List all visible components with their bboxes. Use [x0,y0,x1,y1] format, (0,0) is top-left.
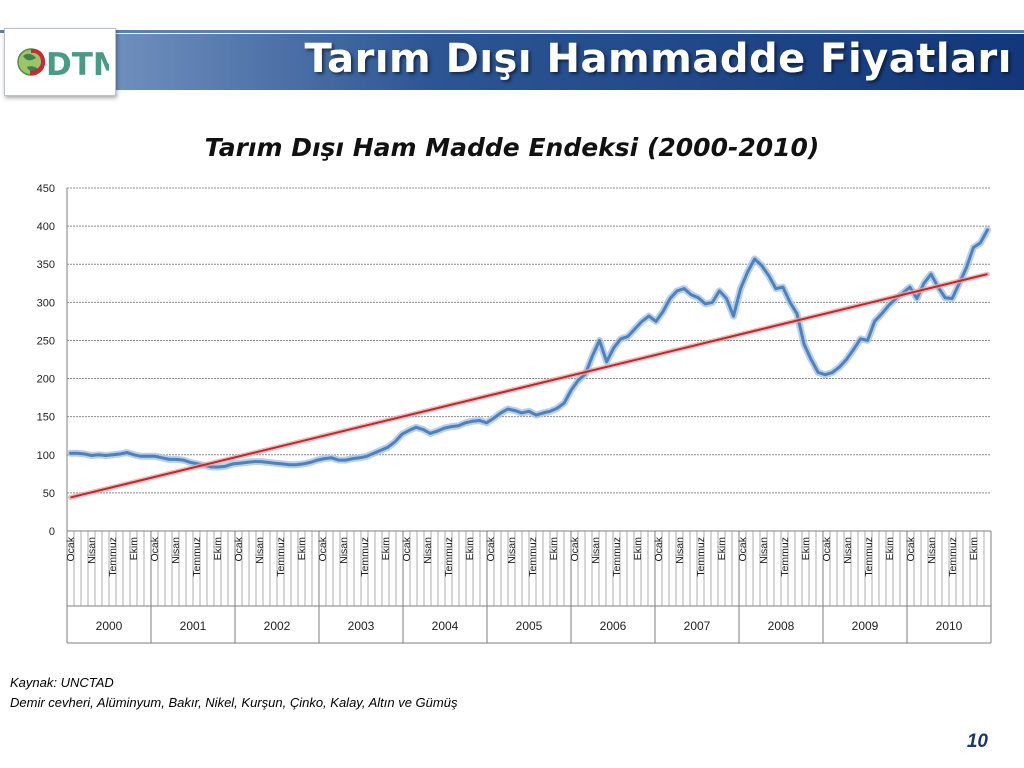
month-label: Ocak [737,536,749,561]
y-tick-label: 450 [37,183,55,195]
top-rule [0,30,1024,33]
month-label: Ekim [128,537,140,561]
month-label: Ocak [569,536,581,561]
year-label: 2001 [180,619,207,633]
source-text: Kaynak: UNCTAD [10,675,114,690]
month-label: Ekim [884,537,896,561]
month-label: Temmuz [695,537,707,577]
y-tick-label: 150 [37,412,55,424]
note-text: Demir cevheri, Alüminyum, Bakır, Nikel, … [10,695,458,710]
month-label: Ekim [212,537,224,561]
year-label: 2006 [600,619,627,633]
month-label: Temmuz [863,537,875,577]
y-tick-label: 250 [37,335,55,347]
series-line [69,228,989,469]
dtm-logo: DTM [4,28,116,96]
month-label: Temmuz [107,537,119,577]
year-label: 2007 [684,619,711,633]
month-label: Nisan [254,537,266,564]
year-label: 2003 [348,619,375,633]
y-tick-label: 350 [37,259,55,271]
month-label: Ocak [653,536,665,561]
month-label: Ekim [464,537,476,561]
y-axis-ticks: 0 50 100 150 200 250 300 350 400 450 [37,183,55,538]
month-label: Ocak [905,536,917,561]
month-label: Ekim [548,537,560,561]
month-label: Temmuz [191,537,203,577]
month-label: Temmuz [611,537,623,577]
month-label: Temmuz [527,537,539,577]
gridlines [66,187,991,532]
y-tick-label: 50 [43,488,55,500]
y-tick-label: 100 [37,450,55,462]
month-label: Nisan [842,537,854,564]
year-label: 2002 [264,619,291,633]
month-label: Ekim [968,537,980,561]
month-label: Nisan [338,537,350,564]
month-label: Temmuz [443,537,455,577]
trend-line [70,273,988,499]
month-label: Ocak [233,536,245,561]
month-label: Temmuz [359,537,371,577]
month-label: Ocak [65,536,77,561]
month-label: Temmuz [275,537,287,577]
month-label: Nisan [758,537,770,564]
month-label: Ocak [401,536,413,561]
year-label: 2000 [96,619,123,633]
month-label: Nisan [926,537,938,564]
logo-text: DTM [46,47,109,83]
month-label: Temmuz [947,537,959,577]
month-label: Nisan [422,537,434,564]
month-label: Ocak [149,536,161,561]
series-layer [67,226,991,500]
month-label: Ocak [821,536,833,561]
x-axis: Ocak Nisan Temmuz Ekim 2000 Ocak Nisan Temmuz Ek… [65,531,992,644]
year-label: 2009 [852,619,879,633]
month-label: Ocak [485,536,497,561]
y-tick-label: 300 [37,297,55,309]
title-banner: Tarım Dışı Hammadde Fiyatları [116,34,1024,90]
y-tick-label: 400 [37,221,55,233]
year-label: 2004 [432,619,459,633]
month-label: Ekim [716,537,728,561]
year-label: 2008 [768,619,795,633]
year-label: 2010 [936,619,963,633]
month-label: Nisan [674,537,686,564]
month-label: Nisan [170,537,182,564]
month-label: Ekim [296,537,308,561]
month-label: Ekim [800,537,812,561]
month-label: Nisan [506,537,518,564]
month-label: Nisan [590,537,602,564]
year-label: 2005 [516,619,543,633]
month-label: Ekim [632,537,644,561]
y-tick-label: 200 [37,374,55,386]
month-label: Ekim [380,537,392,561]
y-tick-label: 0 [49,526,55,538]
page-number: 10 [966,731,988,752]
chart-title: Tarım Dışı Ham Madde Endeksi (2000-2010) [204,133,820,162]
month-label: Temmuz [779,537,791,577]
slide-title: Tarım Dışı Hammadde Fiyatları [304,36,1012,82]
month-label: Nisan [86,537,98,564]
month-label: Ocak [317,536,329,561]
logo-icon: DTM [17,47,109,83]
series-line-glow [67,226,991,471]
